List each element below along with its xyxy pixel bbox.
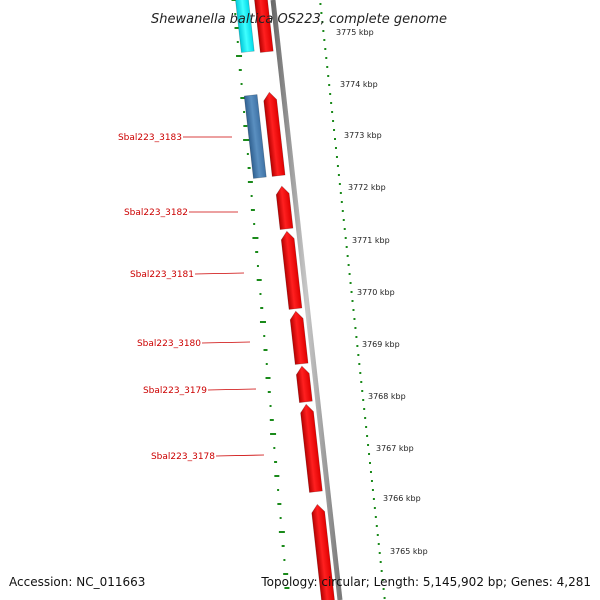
gene-arrow[interactable] [280,230,303,310]
gene-label[interactable]: Sbal223_3183 [118,133,182,143]
gene-label-leader [215,454,265,457]
gene-label[interactable]: Sbal223_3180 [137,339,201,349]
gene-track [234,0,336,600]
gene-label-leader [201,341,251,344]
gene-label-leader [194,272,245,275]
gene-label[interactable]: Sbal223_3182 [124,208,188,218]
kbp-label: 3770 kbp [357,288,395,297]
gc-content-outer-track [319,3,386,599]
gene-arrow[interactable] [295,365,313,403]
map-title: Shewanella baltica OS223, complete genom… [151,12,447,27]
gene-arrow[interactable] [311,503,336,600]
gene-arrow[interactable] [234,0,255,53]
kbp-label: 3767 kbp [376,444,414,453]
gene-arrow[interactable] [289,310,309,365]
topology-text: Topology: circular; Length: 5,145,902 bp… [260,575,591,589]
kbp-label: 3775 kbp [336,28,374,37]
kbp-scale-labels: 3775 kbp 3774 kbp 3773 kbp 3772 kbp 3771 kbp… [336,28,428,556]
gene-arrow[interactable] [253,0,274,53]
kbp-label: 3773 kbp [344,131,382,140]
gene-arrow[interactable] [300,403,323,493]
gene-label[interactable]: Sbal223_3181 [130,270,194,280]
gene-label-leader [207,388,257,391]
gene-arrow[interactable] [263,91,286,177]
gene-arrow[interactable] [243,94,267,179]
kbp-label: 3769 kbp [362,340,400,349]
kbp-label: 3772 kbp [348,183,386,192]
kbp-label: 3771 kbp [352,236,390,245]
gene-label[interactable]: Sbal223_3178 [151,452,215,462]
kbp-label: 3768 kbp [368,392,406,401]
kbp-label: 3766 kbp [383,494,421,503]
accession-text: Accession: NC_011663 [9,575,145,589]
gene-arrow[interactable] [275,185,294,230]
genome-backbone [270,0,343,600]
kbp-label: 3765 kbp [390,547,428,556]
gene-label[interactable]: Sbal223_3179 [143,386,207,396]
gc-content-inner-track [231,0,290,589]
gene-labels: Sbal223_3183 Sbal223_3182 Sbal223_3181 Sbal… [118,133,265,462]
kbp-label: 3774 kbp [340,80,378,89]
